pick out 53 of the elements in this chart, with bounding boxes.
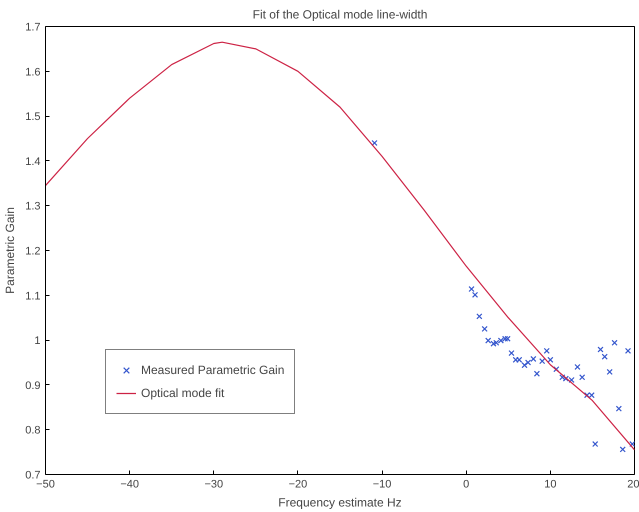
chart-title: Fit of the Optical mode line-width <box>252 8 428 22</box>
point <box>534 370 540 377</box>
point <box>602 354 608 360</box>
x-tick-label: 10 <box>544 478 556 490</box>
point <box>516 356 522 363</box>
y-tick-label: 1.2 <box>25 246 41 258</box>
point <box>606 368 613 375</box>
point <box>597 346 604 353</box>
point <box>521 362 528 368</box>
x-tick-label: 0 <box>463 478 470 490</box>
legend-label: Measured Parametric Gain <box>141 363 284 377</box>
y-tick-label: 1.6 <box>25 66 41 78</box>
point <box>553 366 560 372</box>
point <box>574 364 581 370</box>
x-tick-label: 20 <box>627 478 639 490</box>
point <box>592 440 598 448</box>
point <box>482 326 488 332</box>
y-tick-label: 1.3 <box>25 200 41 213</box>
point <box>629 440 634 448</box>
point <box>512 356 519 363</box>
point <box>530 356 536 362</box>
point <box>544 348 550 354</box>
x-axis-title: Frequency estimate Hz <box>278 496 402 510</box>
point <box>579 374 586 380</box>
x-tick-label: −40 <box>120 478 139 490</box>
point <box>468 286 475 292</box>
y-tick-label: 1.7 <box>25 22 41 34</box>
y-tick-label: 0.7 <box>25 470 41 482</box>
point <box>524 359 532 366</box>
point <box>472 292 478 298</box>
point <box>616 406 622 412</box>
x-tick-label: −50 <box>36 478 55 490</box>
y-tick-label: 1 <box>34 335 41 348</box>
y-tick-label: 1.4 <box>25 156 41 168</box>
point <box>508 350 515 356</box>
point <box>611 340 618 346</box>
point <box>559 374 566 380</box>
y-axis-title: Parametric Gain <box>3 207 18 294</box>
y-tick-label: 1.1 <box>25 290 41 302</box>
point <box>476 313 482 320</box>
x-tick-label: −20 <box>288 478 308 490</box>
y-tick-label: 0.8 <box>25 424 41 437</box>
legend-label: Optical mode fit <box>141 386 224 400</box>
line-series <box>46 42 634 450</box>
y-tick-label: 1.5 <box>25 111 41 124</box>
point <box>620 446 626 452</box>
x-tick-label: −30 <box>204 478 224 490</box>
point <box>624 348 632 354</box>
point <box>539 358 546 364</box>
point <box>547 356 554 363</box>
x-tick-label: −10 <box>372 478 392 490</box>
y-tick-label: 0.9 <box>25 380 41 392</box>
point <box>371 140 378 146</box>
